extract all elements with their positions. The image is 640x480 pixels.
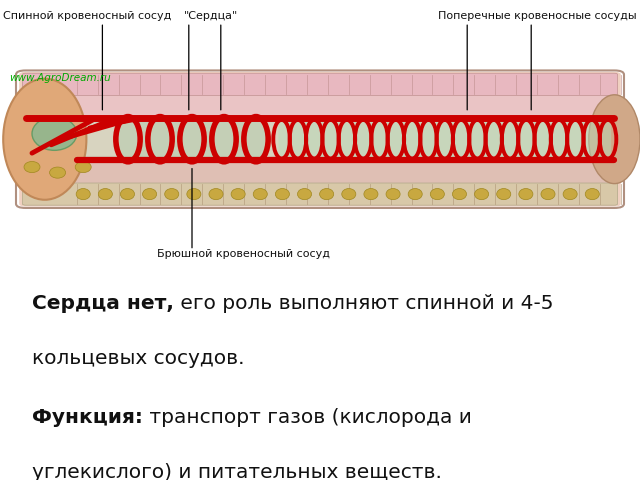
Ellipse shape xyxy=(319,189,333,200)
Ellipse shape xyxy=(497,189,511,200)
Ellipse shape xyxy=(364,189,378,200)
Ellipse shape xyxy=(585,189,599,200)
Ellipse shape xyxy=(76,161,92,173)
Text: транспорт газов (кислорода и: транспорт газов (кислорода и xyxy=(143,408,472,427)
Ellipse shape xyxy=(187,189,201,200)
FancyBboxPatch shape xyxy=(118,119,266,160)
Text: его роль выполняют спинной и 4-5: его роль выполняют спинной и 4-5 xyxy=(174,294,554,313)
Ellipse shape xyxy=(589,95,640,184)
Ellipse shape xyxy=(253,189,268,200)
Ellipse shape xyxy=(76,189,90,200)
Text: Сердца нет,: Сердца нет, xyxy=(32,294,174,313)
FancyBboxPatch shape xyxy=(22,183,618,205)
Ellipse shape xyxy=(275,189,289,200)
Ellipse shape xyxy=(519,189,533,200)
FancyBboxPatch shape xyxy=(26,88,614,122)
Ellipse shape xyxy=(231,189,245,200)
Ellipse shape xyxy=(24,161,40,173)
Ellipse shape xyxy=(3,79,86,200)
Ellipse shape xyxy=(50,167,65,178)
Ellipse shape xyxy=(386,189,400,200)
FancyBboxPatch shape xyxy=(278,121,611,157)
Ellipse shape xyxy=(541,189,555,200)
Ellipse shape xyxy=(120,189,134,200)
Ellipse shape xyxy=(32,117,77,150)
Text: Спинной кровеносный сосуд: Спинной кровеносный сосуд xyxy=(3,11,172,21)
Ellipse shape xyxy=(408,189,422,200)
Ellipse shape xyxy=(563,189,577,200)
Text: www.AgroDream.ru: www.AgroDream.ru xyxy=(10,73,111,83)
Ellipse shape xyxy=(99,189,113,200)
FancyBboxPatch shape xyxy=(26,156,614,191)
Ellipse shape xyxy=(209,189,223,200)
Text: углекислого) и питательных веществ.: углекислого) и питательных веществ. xyxy=(32,463,442,480)
FancyBboxPatch shape xyxy=(19,72,621,206)
Text: Поперечные кровеносные сосуды: Поперечные кровеносные сосуды xyxy=(438,11,637,21)
Ellipse shape xyxy=(475,189,489,200)
Ellipse shape xyxy=(143,189,157,200)
Text: кольцевых сосудов.: кольцевых сосудов. xyxy=(32,349,244,368)
Ellipse shape xyxy=(164,189,179,200)
Text: Функция:: Функция: xyxy=(32,408,143,427)
Text: "Сердца": "Сердца" xyxy=(184,11,238,21)
Ellipse shape xyxy=(430,189,444,200)
Ellipse shape xyxy=(452,189,467,200)
FancyBboxPatch shape xyxy=(26,117,614,161)
Ellipse shape xyxy=(342,189,356,200)
Ellipse shape xyxy=(298,189,312,200)
Text: Брюшной кровеносный сосуд: Брюшной кровеносный сосуд xyxy=(157,249,330,259)
FancyBboxPatch shape xyxy=(22,73,618,96)
